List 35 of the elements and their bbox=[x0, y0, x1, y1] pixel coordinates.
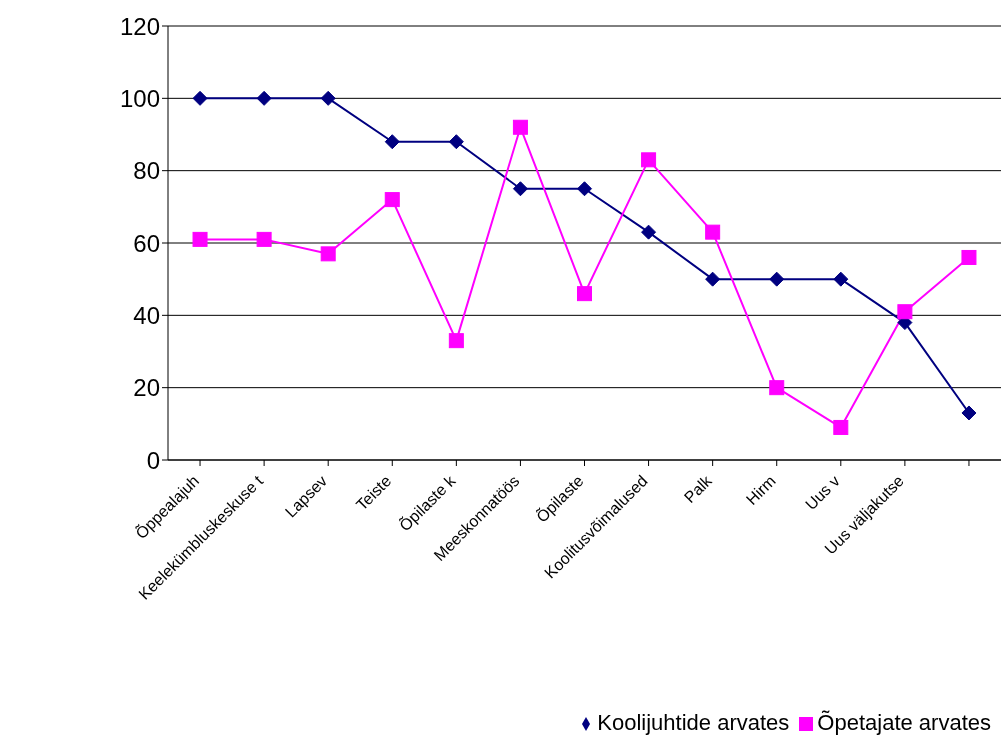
point bbox=[769, 380, 785, 396]
point bbox=[769, 271, 785, 287]
point bbox=[448, 134, 464, 150]
point bbox=[320, 90, 336, 106]
point bbox=[705, 224, 721, 240]
point bbox=[448, 333, 464, 349]
point bbox=[705, 271, 721, 287]
point bbox=[961, 249, 977, 265]
y-tick-label: 40 bbox=[133, 301, 160, 329]
point bbox=[833, 419, 849, 435]
y-tick-label: 0 bbox=[146, 446, 160, 474]
point bbox=[833, 271, 849, 287]
point bbox=[641, 152, 657, 168]
y-tick-label: 120 bbox=[119, 12, 160, 40]
x-tick-label: Palk bbox=[680, 471, 716, 507]
point bbox=[320, 246, 336, 262]
point bbox=[897, 304, 913, 320]
point bbox=[577, 286, 592, 302]
point bbox=[577, 181, 592, 197]
point bbox=[512, 119, 528, 135]
point bbox=[384, 134, 400, 150]
y-tick-label: 80 bbox=[133, 157, 160, 185]
legend-label: Õpetajate arvates bbox=[817, 710, 991, 735]
point bbox=[641, 224, 657, 240]
point bbox=[384, 192, 400, 208]
y-tick-label: 100 bbox=[119, 84, 160, 112]
x-tick-label: Uus v bbox=[801, 472, 843, 514]
point bbox=[256, 90, 272, 106]
point bbox=[961, 405, 977, 421]
point bbox=[192, 90, 208, 106]
y-tick-label: 20 bbox=[133, 374, 160, 402]
point bbox=[256, 231, 272, 247]
point bbox=[192, 231, 208, 247]
legend-label: Koolijuhtide arvates bbox=[597, 710, 790, 735]
y-tick-label: 60 bbox=[133, 229, 160, 257]
